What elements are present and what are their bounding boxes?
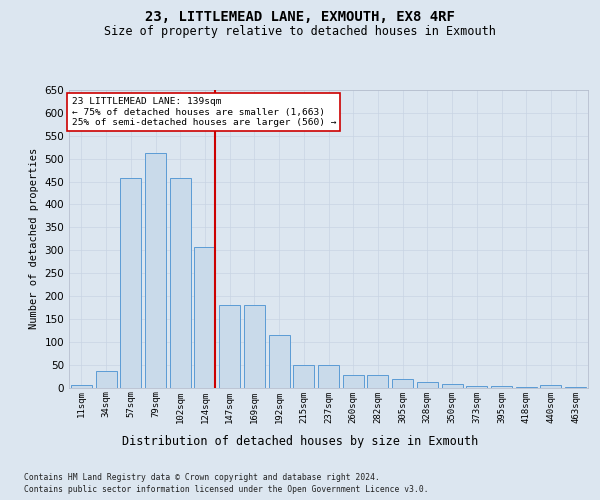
- Text: Size of property relative to detached houses in Exmouth: Size of property relative to detached ho…: [104, 25, 496, 38]
- Bar: [170, 178, 191, 388]
- Bar: [244, 305, 265, 388]
- Bar: [71, 385, 92, 388]
- Bar: [343, 375, 364, 388]
- Bar: [269, 335, 290, 388]
- Bar: [466, 386, 487, 388]
- Bar: [95, 372, 116, 388]
- Text: 23 LITTLEMEAD LANE: 139sqm
← 75% of detached houses are smaller (1,663)
25% of s: 23 LITTLEMEAD LANE: 139sqm ← 75% of deta…: [71, 98, 336, 127]
- Bar: [293, 364, 314, 388]
- Bar: [145, 152, 166, 388]
- Text: Contains HM Land Registry data © Crown copyright and database right 2024.: Contains HM Land Registry data © Crown c…: [24, 472, 380, 482]
- Bar: [491, 386, 512, 388]
- Bar: [120, 178, 141, 388]
- Text: Distribution of detached houses by size in Exmouth: Distribution of detached houses by size …: [122, 435, 478, 448]
- Bar: [442, 384, 463, 388]
- Text: 23, LITTLEMEAD LANE, EXMOUTH, EX8 4RF: 23, LITTLEMEAD LANE, EXMOUTH, EX8 4RF: [145, 10, 455, 24]
- Bar: [417, 382, 438, 388]
- Bar: [219, 305, 240, 388]
- Bar: [194, 247, 215, 388]
- Bar: [392, 380, 413, 388]
- Bar: [541, 385, 562, 388]
- Bar: [318, 364, 339, 388]
- Text: Contains public sector information licensed under the Open Government Licence v3: Contains public sector information licen…: [24, 485, 428, 494]
- Bar: [367, 375, 388, 388]
- Y-axis label: Number of detached properties: Number of detached properties: [29, 148, 39, 330]
